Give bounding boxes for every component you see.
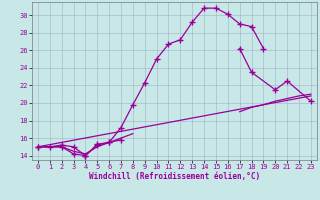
X-axis label: Windchill (Refroidissement éolien,°C): Windchill (Refroidissement éolien,°C) [89,172,260,181]
